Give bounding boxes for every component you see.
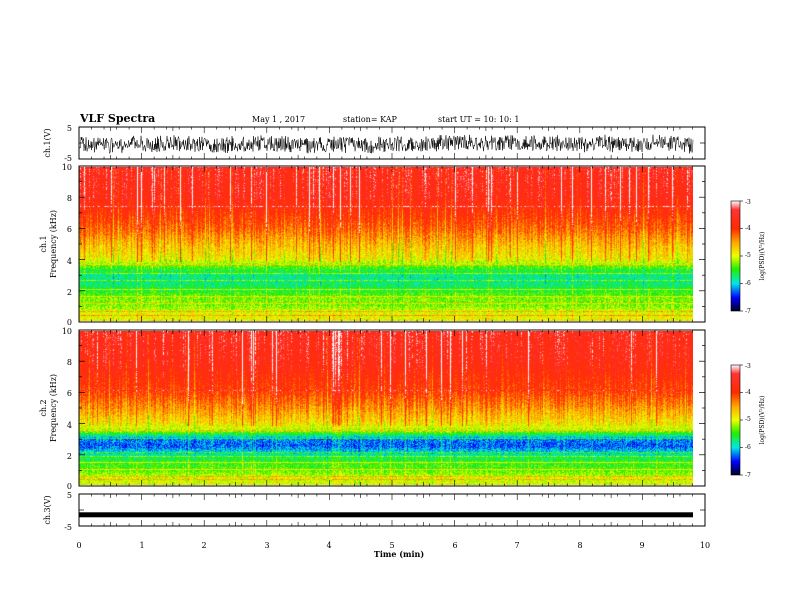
colorbar-1-tick-label: -5 (745, 252, 751, 259)
spectrogram-canvas (79, 167, 693, 321)
ch1-waveform-trace (78, 134, 694, 155)
ch3-waveform-trace (79, 512, 693, 518)
s2-ylabel: Frequency (kHz) (49, 374, 58, 442)
s1-ytick-label: 10 (62, 163, 72, 172)
ch2-spectrogram-panel (78, 329, 706, 487)
s2-ytick-label: 0 (67, 482, 72, 491)
figure-date: May 1 , 2017 (252, 115, 305, 124)
s1-ylabel: Frequency (kHz) (49, 210, 58, 278)
s2-ytick-label: 6 (67, 389, 72, 398)
figure-title: VLF Spectra (79, 112, 155, 125)
ch1-waveform-ylabel: ch.1(V) (43, 128, 52, 157)
s2-ytick-label: 10 (62, 327, 72, 336)
s2-ytick-label: 2 (67, 452, 72, 461)
s1-ytick-label: 4 (67, 257, 72, 266)
ch3-ytick-label: -5 (64, 523, 72, 532)
colorbar-2-tick-label: -3 (745, 363, 751, 370)
axis-ticks (78, 126, 743, 527)
ch2-spectrogram-yticks: 0 2 4 6 8 10 (62, 327, 72, 491)
ch2-spectrogram-image (79, 331, 693, 485)
colorbar-2: -3 -4 -5 -6 -7 log(PSD)(V²/Hz) (730, 363, 766, 479)
colorbar-1-gradient (730, 200, 741, 312)
s1-ytick-label: 6 (67, 225, 72, 234)
s2-ytick-label: 4 (67, 421, 72, 430)
colorbar-2-tick-label: -6 (745, 444, 751, 451)
ch3-waveform-ylabel: ch.3(V) (43, 495, 52, 524)
x-tick-label: 10 (700, 541, 710, 550)
s1-channel-label: ch.1 (39, 235, 48, 252)
figure-start-ut: start UT = 10: 10: 1 (438, 115, 519, 124)
colorbar-1-tick-label: -7 (745, 308, 751, 315)
ch1-waveform-yticks: 5 -5 (64, 124, 72, 163)
x-tick-label: 1 (139, 541, 144, 550)
colorbar-2-label: log(PSD)(V²/Hz) (759, 396, 766, 445)
s1-ytick-label: 2 (67, 288, 72, 297)
s2-ytick-label: 8 (67, 358, 72, 367)
s1-ytick-label: 0 (67, 318, 72, 327)
ch1-ytick-label: 5 (67, 124, 72, 133)
x-tick-label: 2 (201, 541, 206, 550)
x-tick-label: 7 (514, 541, 519, 550)
x-tick-label: 5 (389, 541, 394, 550)
figure-station: station= KAP (343, 115, 398, 124)
x-tick-label: 8 (577, 541, 582, 550)
colorbar-1-tick-label: -3 (745, 199, 751, 206)
ch3-waveform-yticks: 5 -5 (64, 491, 72, 532)
colorbar-1: -3 -4 -5 -6 -7 log(PSD)(V²/Hz) (730, 199, 766, 315)
x-tick-label: 6 (452, 541, 457, 550)
colorbar-2-gradient (730, 364, 741, 476)
colorbar-1-tick-label: -6 (745, 280, 751, 287)
spectrogram-canvas (79, 331, 693, 485)
colorbar-2-tick-label: -5 (745, 416, 751, 423)
colorbar-1-tick-label: -4 (745, 225, 751, 232)
x-axis-tick-labels: 0 1 2 3 4 5 6 7 8 9 10 (76, 541, 710, 550)
s1-ytick-label: 8 (67, 194, 72, 203)
x-tick-label: 9 (639, 541, 644, 550)
ch1-ytick-label: -5 (64, 154, 72, 163)
x-tick-label: 4 (326, 541, 331, 550)
ch1-spectrogram-panel (78, 165, 706, 323)
colorbar-2-tick-label: -4 (745, 389, 751, 396)
ch1-spectrogram-image (79, 167, 693, 321)
x-tick-label: 3 (264, 541, 269, 550)
x-tick-label: 0 (76, 541, 81, 550)
ch1-spectrogram-yticks: 0 2 4 6 8 10 (62, 163, 72, 327)
ch1-waveform-line (78, 134, 694, 155)
s2-channel-label: ch.2 (39, 399, 48, 416)
colorbar-2-tick-label: -7 (745, 472, 751, 479)
x-axis-label: Time (min) (374, 549, 424, 559)
ch3-ytick-label: 5 (67, 491, 72, 500)
colorbar-1-label: log(PSD)(V²/Hz) (759, 232, 766, 281)
